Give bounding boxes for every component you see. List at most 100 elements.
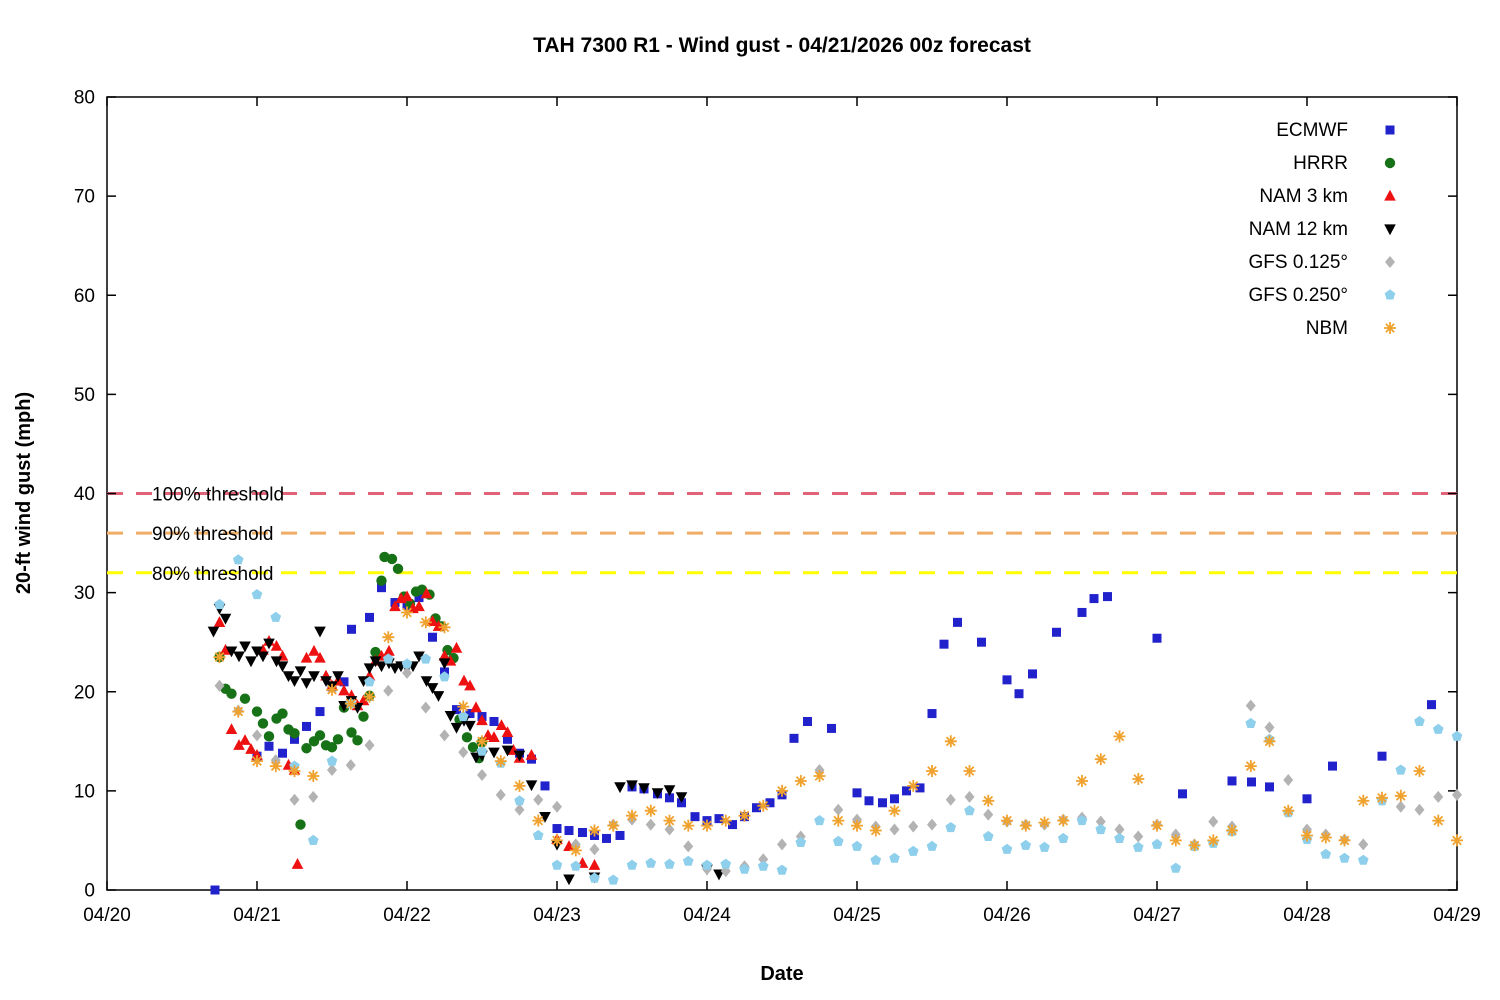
data-point [645, 857, 657, 868]
data-points [207, 551, 1463, 895]
y-tick-label: 40 [74, 484, 95, 505]
data-point [878, 798, 887, 808]
data-point [794, 775, 807, 787]
data-point [682, 819, 695, 832]
data-point [738, 809, 751, 822]
data-point [1151, 838, 1163, 849]
data-point [245, 743, 257, 754]
data-point [683, 840, 694, 853]
data-point [953, 617, 962, 627]
data-point [363, 663, 376, 675]
data-point [638, 783, 650, 795]
chart-title: TAH 7300 R1 - Wind gust - 04/21/2026 00z… [533, 34, 1031, 57]
data-point [364, 739, 375, 752]
data-point [570, 860, 582, 871]
data-point [827, 723, 836, 733]
data-point [503, 734, 512, 744]
data-point [207, 626, 220, 638]
data-point [1094, 753, 1107, 766]
legend-label: NAM 3 km [1259, 186, 1348, 207]
data-point [375, 661, 388, 673]
data-point [470, 701, 482, 713]
data-point [382, 653, 394, 664]
data-point [663, 814, 676, 827]
data-point [1319, 831, 1332, 844]
data-point [1395, 800, 1406, 813]
data-point [401, 590, 413, 602]
x-tick-label: 04/27 [1133, 905, 1181, 926]
data-point [983, 808, 994, 821]
data-point [663, 785, 676, 797]
legend-item: NAM 12 km [1249, 219, 1396, 240]
data-point [927, 818, 937, 831]
data-point [1357, 794, 1370, 807]
data-point [1301, 829, 1313, 842]
data-point [300, 678, 313, 690]
data-point [476, 714, 488, 726]
legend-label: GFS 0.250° [1249, 285, 1348, 306]
data-point [1133, 830, 1144, 843]
data-point [419, 616, 432, 629]
data-point [382, 631, 395, 644]
data-point [210, 885, 220, 895]
data-point [263, 731, 275, 742]
data-point [464, 679, 476, 691]
data-point [377, 583, 386, 593]
series-gfs-0-250- [214, 554, 1463, 885]
data-point [776, 784, 788, 797]
data-point [257, 651, 269, 663]
data-point [1227, 776, 1237, 786]
data-point [1095, 815, 1106, 828]
data-point [251, 589, 263, 600]
data-point [501, 745, 514, 757]
data-point [869, 824, 882, 837]
data-point [533, 793, 544, 806]
data-point [1038, 816, 1051, 829]
data-point [239, 641, 251, 653]
data-point [233, 739, 245, 750]
data-point [370, 646, 381, 658]
data-point [564, 826, 574, 836]
data-point [1432, 723, 1444, 734]
data-point [327, 764, 337, 777]
data-point [426, 683, 439, 694]
data-point [513, 750, 526, 762]
data-point [495, 719, 508, 731]
data-point [302, 721, 311, 731]
legend-label: HRRR [1293, 153, 1348, 174]
x-tick-label: 04/24 [683, 905, 731, 926]
data-point [320, 676, 332, 688]
data-point [664, 858, 675, 869]
data-point [477, 769, 487, 782]
data-point [607, 819, 620, 832]
data-point [308, 671, 320, 683]
data-point [402, 666, 412, 679]
data-point [851, 840, 863, 851]
data-point [213, 651, 226, 664]
data-point [1188, 839, 1201, 852]
data-point [457, 710, 469, 722]
threshold-lines: 100% threshold 90% threshold 80% threshold [107, 485, 1457, 585]
data-point [365, 612, 374, 622]
data-point [1208, 815, 1219, 828]
data-point [438, 649, 451, 661]
data-point [589, 843, 600, 856]
data-point [251, 706, 263, 717]
data-point [239, 693, 251, 704]
data-point [278, 748, 287, 758]
data-point [1151, 819, 1163, 832]
data-point [458, 746, 469, 759]
data-point [1028, 669, 1037, 679]
data-point [644, 804, 657, 817]
data-point [701, 859, 713, 870]
data-point [294, 666, 307, 678]
data-point [488, 747, 500, 759]
data-point [314, 651, 326, 663]
data-point [432, 691, 445, 702]
data-point [219, 613, 232, 625]
data-point [1089, 594, 1099, 604]
data-point [833, 803, 844, 816]
data-point [270, 639, 283, 651]
data-point [314, 626, 326, 638]
data-point [757, 799, 770, 812]
